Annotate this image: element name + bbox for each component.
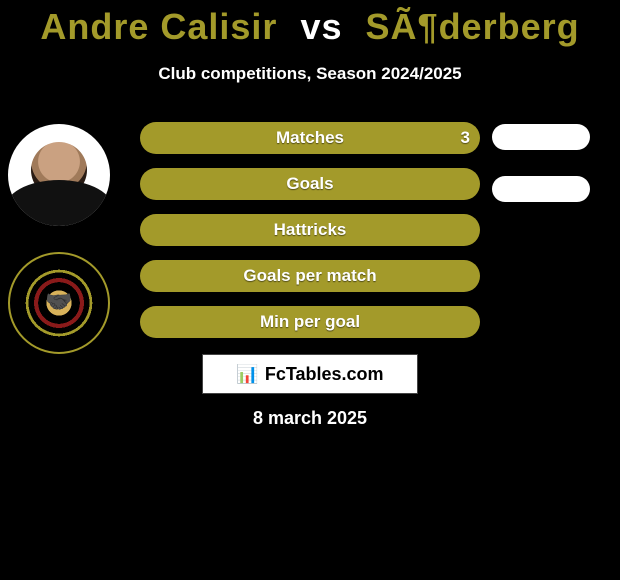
title-player2: SÃ¶derberg bbox=[366, 6, 580, 47]
date-label: 8 march 2025 bbox=[0, 408, 620, 429]
comparison-card: Andre Calisir vs SÃ¶derberg Club competi… bbox=[0, 0, 620, 580]
branding-box: 📊 FcTables.com bbox=[202, 354, 418, 394]
stat-bar-right bbox=[492, 176, 590, 202]
stat-row: Hattricks bbox=[140, 214, 480, 246]
stat-label: Hattricks bbox=[140, 214, 480, 246]
stat-row: Matches 3 bbox=[140, 122, 480, 154]
player2-bars bbox=[492, 124, 602, 228]
stat-label: Goals bbox=[140, 168, 480, 200]
stat-value-left: 3 bbox=[461, 122, 470, 154]
stat-row: Goals bbox=[140, 168, 480, 200]
chart-icon: 📊 bbox=[236, 364, 258, 385]
title-player1: Andre Calisir bbox=[40, 6, 277, 47]
left-avatars bbox=[8, 124, 120, 380]
stat-bar-right bbox=[492, 124, 590, 150]
stat-label: Min per goal bbox=[140, 306, 480, 338]
stats-bars: Matches 3 Goals Hattricks Goals per matc… bbox=[140, 122, 480, 352]
player1-avatar bbox=[8, 124, 110, 226]
title-vs: vs bbox=[300, 6, 342, 47]
stat-row: Min per goal bbox=[140, 306, 480, 338]
stat-label: Matches bbox=[140, 122, 480, 154]
player1-club-crest bbox=[8, 252, 110, 354]
branding-text: FcTables.com bbox=[265, 364, 384, 385]
stat-row: Goals per match bbox=[140, 260, 480, 292]
stat-label: Goals per match bbox=[140, 260, 480, 292]
subtitle: Club competitions, Season 2024/2025 bbox=[0, 64, 620, 84]
page-title: Andre Calisir vs SÃ¶derberg bbox=[0, 0, 620, 48]
